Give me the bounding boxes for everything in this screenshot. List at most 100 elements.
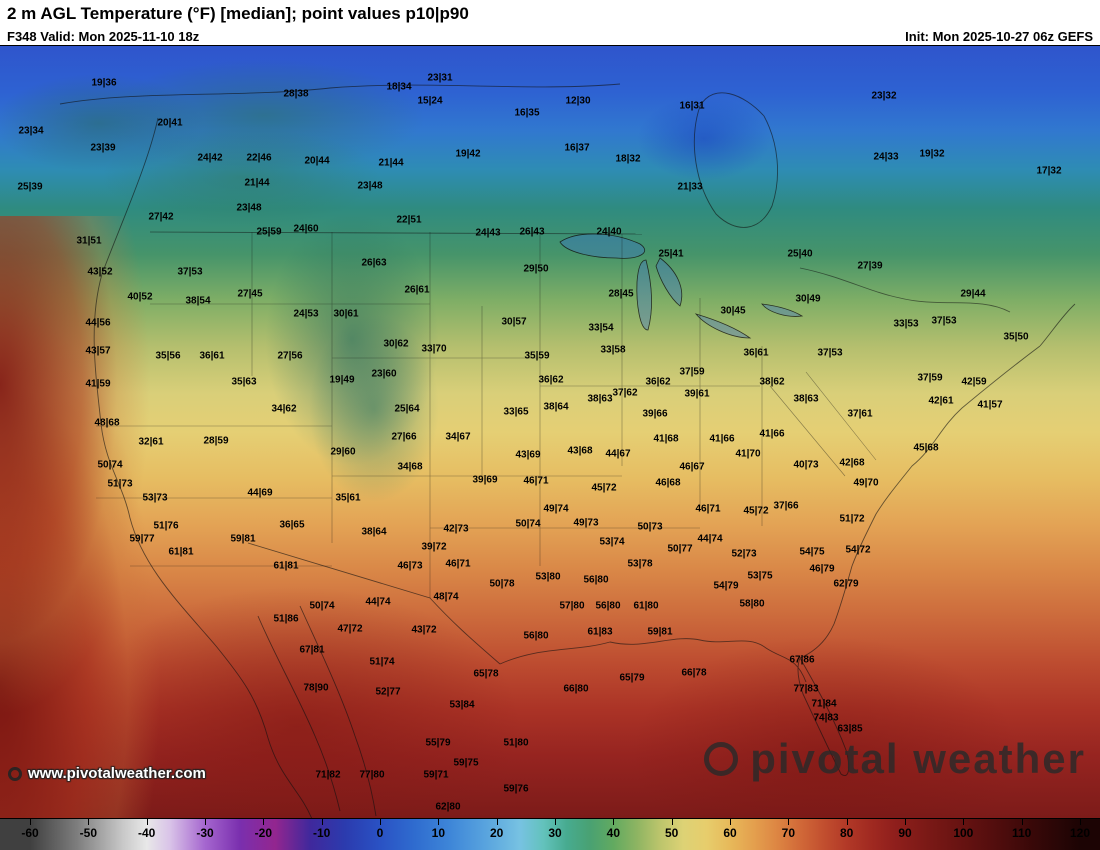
colorbar-tick	[671, 819, 673, 825]
point-value: 27|56	[277, 350, 303, 362]
point-value: 46|68	[655, 477, 681, 489]
point-value: 45|68	[913, 442, 939, 454]
point-value: 19|32	[919, 148, 945, 160]
point-value: 32|61	[138, 436, 164, 448]
point-value: 56|80	[583, 574, 609, 586]
point-value: 53|84	[449, 699, 475, 711]
colorbar-tick-label: 50	[664, 826, 679, 840]
colorbar-tick	[496, 819, 498, 825]
point-value: 38|64	[543, 401, 569, 413]
point-value: 27|39	[857, 260, 883, 272]
point-value: 78|90	[303, 682, 329, 694]
point-value: 33|58	[600, 344, 626, 356]
point-value: 49|74	[543, 503, 569, 515]
point-value: 54|79	[713, 580, 739, 592]
point-value: 43|72	[411, 624, 437, 636]
colorbar-tick-label: 60	[723, 826, 737, 840]
point-value: 50|73	[637, 521, 663, 533]
point-value: 50|77	[667, 543, 693, 555]
colorbar-tick-label: -20	[254, 826, 272, 840]
point-value: 43|68	[567, 445, 593, 457]
point-value: 48|74	[433, 591, 459, 603]
point-value: 22|51	[396, 214, 422, 226]
colorbar-tick-label: 40	[606, 826, 621, 840]
great-lakes-shapes	[559, 233, 804, 339]
point-value: 45|72	[743, 505, 769, 517]
colorbar-tick	[321, 819, 323, 825]
header-bar: 2 m AGL Temperature (°F) [median]; point…	[0, 0, 1100, 27]
point-value: 50|74	[97, 459, 123, 471]
point-value: 26|43	[519, 226, 545, 238]
point-value: 16|31	[679, 100, 705, 112]
point-value: 67|86	[789, 654, 815, 666]
point-value: 44|67	[605, 448, 631, 460]
point-value: 27|45	[237, 288, 263, 300]
point-value: 38|63	[587, 393, 613, 405]
point-value: 27|66	[391, 431, 417, 443]
point-value: 36|61	[743, 347, 769, 359]
point-value: 37|53	[931, 315, 957, 327]
point-value: 51|72	[839, 513, 865, 525]
point-value: 77|80	[359, 769, 385, 781]
point-value: 43|57	[85, 345, 111, 357]
colorbar-tick-label: -60	[21, 826, 39, 840]
colorbar-tick	[555, 819, 556, 825]
point-value: 20|44	[304, 155, 330, 167]
colorbar-tick	[205, 819, 206, 825]
point-value: 38|64	[361, 526, 387, 538]
colorbar-tick	[263, 819, 265, 825]
colorbar-tick-label: 20	[489, 826, 504, 840]
point-value: 34|67	[445, 431, 471, 443]
point-value: 53|78	[627, 558, 653, 570]
point-value: 24|60	[293, 223, 319, 235]
point-value: 36|61	[199, 350, 225, 362]
point-value: 42|68	[839, 457, 865, 469]
point-value: 23|34	[18, 125, 44, 137]
point-value: 34|68	[397, 461, 423, 473]
colorbar-tick	[1021, 819, 1023, 825]
point-value: 50|74	[515, 518, 541, 530]
point-value: 43|69	[515, 449, 541, 461]
point-value: 53|73	[142, 492, 168, 504]
watermark-url-text: www.pivotalweather.com	[28, 765, 206, 782]
colorbar-tick-label: 70	[781, 826, 796, 840]
point-value: 35|63	[231, 376, 257, 388]
point-value: 25|41	[658, 248, 684, 260]
point-value: 77|83	[793, 683, 819, 695]
colorbar-tick	[30, 819, 31, 825]
colorbar-ticks: -60 -50 -40 -30 -20 -10 0 10 20 30 40 50 60 70 80 90 100…	[0, 819, 1100, 850]
point-value: 74|83	[813, 712, 839, 724]
colorbar-tick	[963, 819, 965, 825]
point-value: 28|38	[283, 88, 309, 100]
point-value: 38|54	[185, 295, 211, 307]
point-value: 35|56	[155, 350, 181, 362]
point-value: 53|75	[747, 570, 773, 582]
point-value: 54|72	[845, 544, 871, 556]
colorbar-tick	[380, 819, 381, 825]
point-value: 21|33	[677, 181, 703, 193]
point-value: 17|32	[1036, 165, 1062, 177]
point-value: 61|83	[587, 626, 613, 638]
watermark-brand: pivotal weather	[704, 738, 1086, 780]
point-value: 51|74	[369, 656, 395, 668]
point-value: 23|60	[371, 368, 397, 380]
point-value: 12|30	[565, 95, 591, 107]
point-value: 35|59	[524, 350, 550, 362]
colorbar-tick	[438, 819, 440, 825]
point-value: 55|79	[425, 737, 451, 749]
point-value: 30|49	[795, 293, 821, 305]
point-value: 22|46	[246, 152, 272, 164]
colorbar-tick	[88, 819, 90, 825]
point-value: 21|44	[244, 177, 270, 189]
pivotal-brand-logo-icon	[704, 742, 739, 776]
point-value: 35|61	[335, 492, 361, 504]
point-value: 46|71	[523, 475, 549, 487]
colorbar-tick	[846, 819, 848, 825]
point-value: 23|39	[90, 142, 116, 154]
point-value: 61|81	[273, 560, 299, 572]
point-value: 23|48	[357, 180, 383, 192]
point-value: 37|61	[847, 408, 873, 420]
point-value: 16|35	[514, 107, 540, 119]
point-value: 25|39	[17, 181, 43, 193]
